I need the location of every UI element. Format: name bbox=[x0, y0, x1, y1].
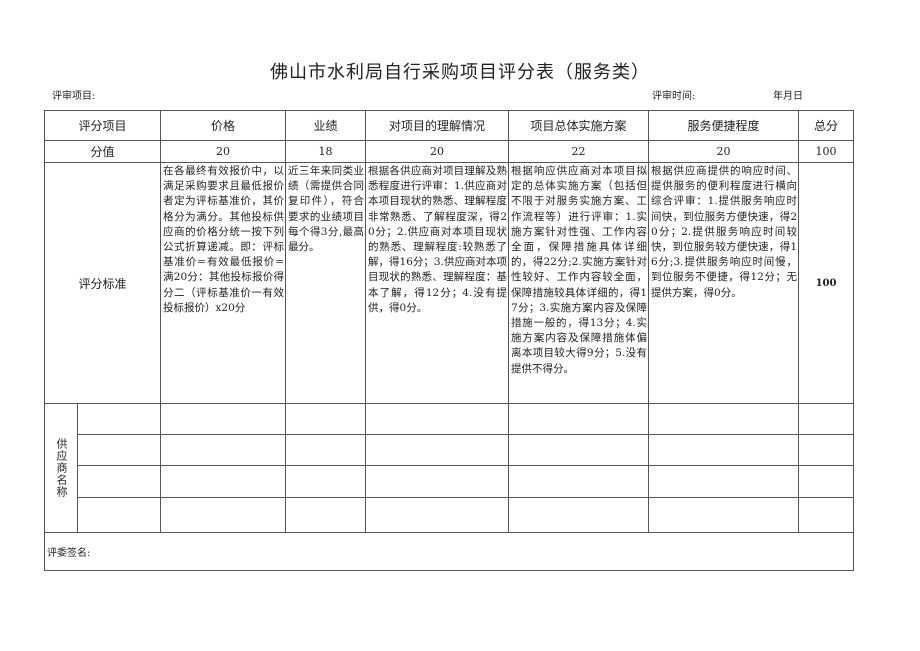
header-cell: 价格 bbox=[160, 110, 287, 141]
score-cell: 100 bbox=[798, 140, 855, 163]
header-row: 评分项目 价格 业绩 对项目的理解情况 项目总体实施方案 服务便捷程度 总分 bbox=[43, 110, 855, 141]
criteria-cell: 根据响应供应商对本项目拟定的总体实施方案（包括但不限于对服务实施方案、工作流程等… bbox=[508, 162, 650, 404]
score-input[interactable] bbox=[285, 403, 367, 435]
score-cell: 20 bbox=[648, 140, 800, 163]
total-input[interactable] bbox=[798, 465, 855, 498]
signature-row: 评委签名: bbox=[43, 532, 855, 571]
supplier-name-input[interactable] bbox=[76, 497, 162, 533]
total-input[interactable] bbox=[798, 403, 855, 435]
score-cell: 20 bbox=[160, 140, 287, 163]
time-label: 评审时间: bbox=[652, 91, 696, 102]
score-input[interactable] bbox=[160, 403, 287, 435]
criteria-cell: 近三年来同类业绩（需提供合同复印件），符合要求的业绩项目每个得3分,最高最分。 bbox=[285, 162, 367, 404]
total-input[interactable] bbox=[798, 434, 855, 466]
score-input[interactable] bbox=[365, 497, 510, 533]
page-title: 佛山市水利局自行采购项目评分表（服务类） bbox=[270, 62, 650, 83]
header-cell: 业绩 bbox=[285, 110, 367, 141]
header-cell: 项目总体实施方案 bbox=[508, 110, 650, 141]
score-input[interactable] bbox=[365, 434, 510, 466]
supplier-label-cell: 供应商名称 bbox=[44, 403, 78, 533]
score-input[interactable] bbox=[508, 403, 650, 435]
supplier-name-input[interactable] bbox=[76, 434, 162, 466]
score-input[interactable] bbox=[285, 465, 367, 498]
score-row: 分值 20 18 20 22 20 100 bbox=[43, 140, 855, 163]
supplier-row bbox=[45, 434, 855, 466]
score-label: 分值 bbox=[43, 140, 162, 163]
header-cell: 服务便捷程度 bbox=[648, 110, 800, 141]
score-input[interactable] bbox=[508, 497, 650, 533]
criteria-total: 100 bbox=[798, 162, 855, 404]
score-cell: 18 bbox=[285, 140, 367, 163]
criteria-cell: 根据各供应商对项目理解及熟悉程度进行评审：1.供应商对本项目现状的熟悉、理解程度… bbox=[365, 162, 510, 404]
score-input[interactable] bbox=[648, 403, 800, 435]
header-cell: 评分项目 bbox=[43, 110, 162, 141]
score-input[interactable] bbox=[508, 434, 650, 466]
score-input[interactable] bbox=[160, 465, 287, 498]
score-input[interactable] bbox=[365, 465, 510, 498]
supplier-row: 供应商名称 bbox=[44, 403, 855, 533]
score-input[interactable] bbox=[648, 465, 800, 498]
signature-field[interactable]: 评委签名: bbox=[43, 532, 855, 571]
score-input[interactable] bbox=[648, 434, 800, 466]
project-label: 评审项目: bbox=[52, 91, 96, 102]
criteria-cell: 在各最终有效报价中，以满足采购要求且最低报价者定为评标基准价，其价格分为满分。其… bbox=[160, 162, 287, 404]
score-cell: 20 bbox=[365, 140, 510, 163]
supplier-name-input[interactable] bbox=[76, 465, 162, 498]
supplier-name-input[interactable] bbox=[76, 403, 162, 435]
supplier-row bbox=[45, 497, 855, 533]
score-input[interactable] bbox=[508, 465, 650, 498]
supplier-label: 供应商名称 bbox=[55, 438, 68, 498]
total-input[interactable] bbox=[798, 497, 855, 533]
supplier-row bbox=[45, 465, 855, 498]
score-input[interactable] bbox=[160, 434, 287, 466]
scoring-table: 评分项目 价格 业绩 对项目的理解情况 项目总体实施方案 服务便捷程度 总分 分… bbox=[43, 110, 855, 571]
score-input[interactable] bbox=[285, 497, 367, 533]
header-cell: 总分 bbox=[798, 110, 855, 141]
date-label: 年月日 bbox=[773, 91, 803, 102]
criteria-label: 评分标准 bbox=[43, 162, 162, 404]
score-input[interactable] bbox=[365, 403, 510, 435]
criteria-row: 评分标准 在各最终有效报价中，以满足采购要求且最低报价者定为评标基准价，其价格分… bbox=[43, 162, 855, 404]
score-input[interactable] bbox=[285, 434, 367, 466]
score-input[interactable] bbox=[648, 497, 800, 533]
score-cell: 22 bbox=[508, 140, 650, 163]
criteria-cell: 根据供应商提供的响应时间、提供服务的便利程度进行横向综合评审：1.提供服务响应时… bbox=[648, 162, 800, 404]
header-cell: 对项目的理解情况 bbox=[365, 110, 510, 141]
score-input[interactable] bbox=[160, 497, 287, 533]
